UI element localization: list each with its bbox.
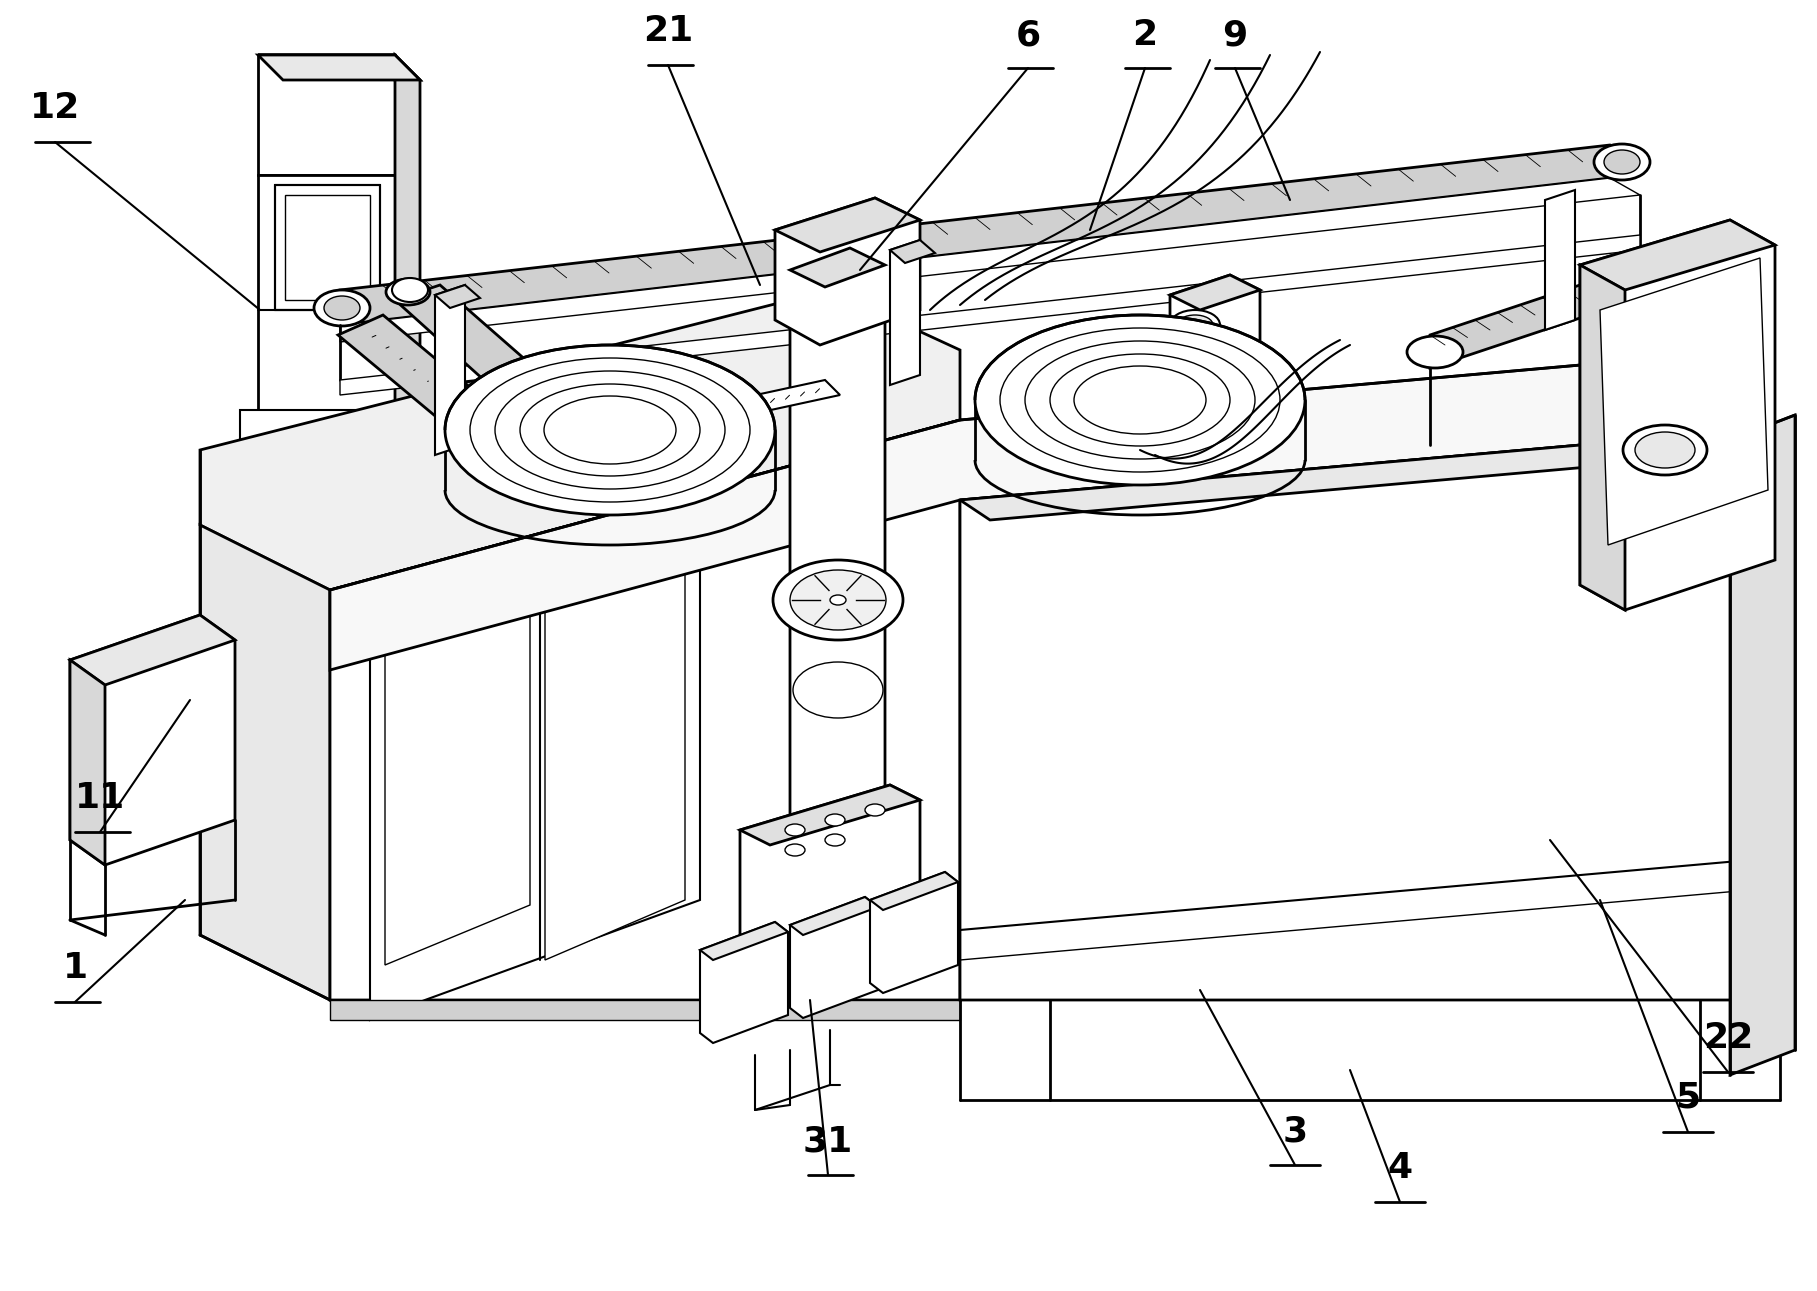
Polygon shape — [1581, 219, 1775, 290]
Polygon shape — [71, 615, 234, 686]
Ellipse shape — [865, 804, 885, 816]
Polygon shape — [700, 922, 789, 961]
Polygon shape — [870, 871, 958, 910]
Polygon shape — [420, 411, 445, 470]
Text: 11: 11 — [74, 781, 125, 815]
Ellipse shape — [792, 662, 883, 718]
Text: 22: 22 — [1703, 1021, 1753, 1055]
Polygon shape — [258, 56, 420, 80]
Ellipse shape — [314, 290, 371, 327]
Text: 5: 5 — [1675, 1081, 1701, 1115]
Polygon shape — [776, 198, 919, 345]
Polygon shape — [1581, 219, 1775, 611]
Ellipse shape — [385, 279, 431, 305]
Polygon shape — [71, 660, 105, 865]
Polygon shape — [890, 240, 919, 385]
Polygon shape — [790, 248, 885, 855]
Polygon shape — [1601, 258, 1768, 545]
Polygon shape — [258, 56, 420, 80]
Ellipse shape — [825, 815, 845, 826]
Ellipse shape — [1594, 145, 1650, 179]
Polygon shape — [545, 510, 685, 961]
Ellipse shape — [1623, 425, 1706, 475]
Ellipse shape — [976, 315, 1305, 485]
Polygon shape — [331, 350, 1750, 670]
Ellipse shape — [830, 595, 847, 605]
Text: 21: 21 — [643, 14, 692, 48]
Polygon shape — [959, 430, 1781, 1001]
Polygon shape — [240, 411, 420, 445]
Polygon shape — [890, 240, 936, 263]
Polygon shape — [338, 315, 545, 470]
Text: 2: 2 — [1132, 18, 1157, 52]
Polygon shape — [340, 235, 1641, 395]
Polygon shape — [71, 615, 234, 865]
Polygon shape — [776, 198, 919, 252]
Ellipse shape — [790, 571, 887, 630]
Polygon shape — [340, 178, 1641, 342]
Polygon shape — [274, 185, 380, 310]
Polygon shape — [394, 56, 420, 445]
Polygon shape — [740, 785, 919, 964]
Ellipse shape — [445, 345, 776, 515]
Text: 1: 1 — [62, 951, 87, 985]
Ellipse shape — [825, 834, 845, 846]
Polygon shape — [258, 176, 394, 420]
Text: 3: 3 — [1283, 1114, 1308, 1148]
Ellipse shape — [482, 447, 538, 476]
Polygon shape — [525, 380, 839, 460]
Ellipse shape — [1170, 310, 1219, 340]
Polygon shape — [514, 358, 591, 389]
Polygon shape — [331, 1001, 959, 1020]
Ellipse shape — [785, 824, 805, 837]
Polygon shape — [1170, 275, 1259, 310]
Ellipse shape — [1177, 315, 1214, 334]
Text: 12: 12 — [29, 90, 80, 125]
Polygon shape — [1581, 265, 1624, 611]
Text: 4: 4 — [1388, 1152, 1412, 1185]
Polygon shape — [394, 285, 560, 408]
Polygon shape — [200, 525, 331, 1001]
Ellipse shape — [1406, 336, 1463, 368]
Polygon shape — [790, 897, 878, 1019]
Polygon shape — [1430, 245, 1730, 368]
Polygon shape — [340, 145, 1641, 325]
Polygon shape — [434, 285, 480, 309]
Polygon shape — [700, 922, 789, 1043]
Ellipse shape — [785, 844, 805, 856]
Polygon shape — [740, 785, 919, 846]
Ellipse shape — [392, 278, 429, 302]
Polygon shape — [331, 420, 959, 1001]
Polygon shape — [1730, 414, 1795, 1075]
Polygon shape — [385, 578, 531, 964]
Polygon shape — [959, 430, 1781, 520]
Text: 31: 31 — [803, 1124, 854, 1158]
Ellipse shape — [1604, 150, 1641, 174]
Polygon shape — [1544, 190, 1575, 330]
Polygon shape — [258, 56, 394, 176]
Polygon shape — [790, 897, 878, 935]
Ellipse shape — [492, 452, 529, 473]
Polygon shape — [514, 358, 591, 440]
Ellipse shape — [772, 560, 903, 640]
Polygon shape — [790, 248, 885, 287]
Polygon shape — [1750, 430, 1781, 1001]
Polygon shape — [200, 290, 959, 590]
Ellipse shape — [1635, 432, 1695, 469]
Polygon shape — [870, 871, 958, 993]
Polygon shape — [285, 195, 371, 300]
Ellipse shape — [323, 296, 360, 320]
Polygon shape — [1170, 275, 1259, 378]
Polygon shape — [434, 285, 465, 454]
Polygon shape — [371, 491, 700, 1020]
Ellipse shape — [1686, 247, 1743, 279]
Text: 6: 6 — [1016, 18, 1041, 52]
Text: 9: 9 — [1223, 18, 1248, 52]
